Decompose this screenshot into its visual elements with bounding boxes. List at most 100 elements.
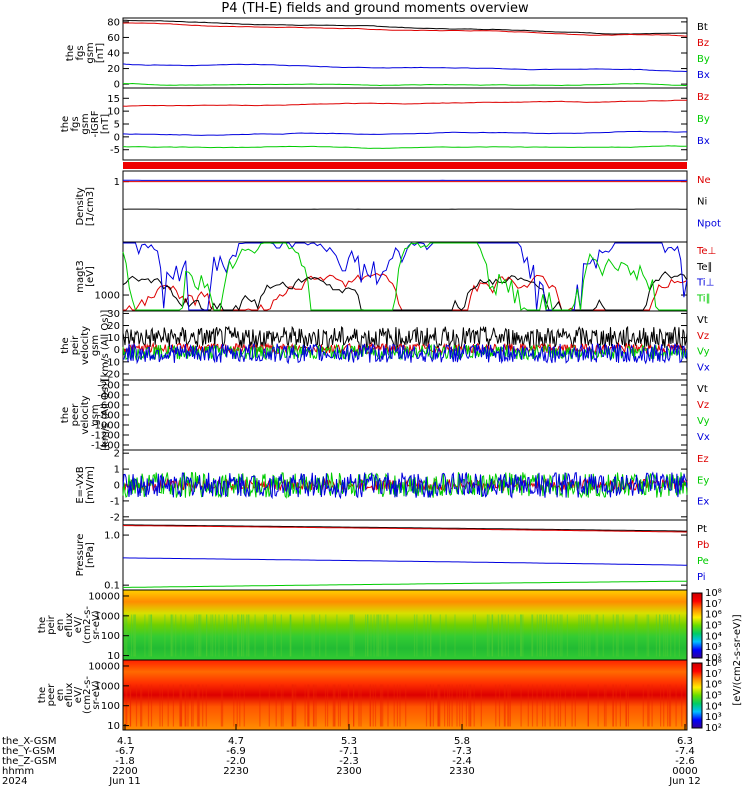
- spectrogram-texture: [347, 684, 349, 727]
- spectrogram-texture: [556, 614, 558, 657]
- spectrogram-texture: [589, 614, 591, 657]
- spectrogram-texture: [187, 684, 189, 727]
- spectrogram-texture: [504, 684, 506, 727]
- series-By: [123, 82, 687, 87]
- spectrogram-texture: [498, 684, 501, 727]
- spectrogram-texture: [438, 684, 440, 727]
- spectrogram-texture: [180, 614, 182, 657]
- spectrogram-texture: [474, 614, 476, 657]
- spectrogram-texture: [603, 684, 606, 727]
- colorbar-tick-label: 10⁷: [705, 669, 722, 680]
- y-axis-label: Density: [75, 187, 86, 225]
- spectrogram-texture: [241, 614, 243, 657]
- spectrogram-texture: [206, 614, 208, 657]
- legend-Bx: Bx: [697, 70, 710, 81]
- spectrogram-texture: [382, 684, 384, 727]
- spectrogram-peir_en_eflux: [123, 590, 687, 660]
- spectrogram-texture: [129, 684, 131, 727]
- legend-Vz: Vz: [697, 331, 709, 342]
- x-tick-label: -1.8: [115, 756, 135, 767]
- spectrogram-texture: [289, 614, 291, 657]
- series-Pe: [123, 580, 687, 588]
- spectrogram-texture: [495, 684, 497, 727]
- spectrogram-texture: [587, 684, 589, 727]
- spectrogram-texture: [669, 684, 672, 727]
- y-axis-label: E=-VxB: [75, 466, 86, 503]
- spectrogram-texture: [351, 614, 353, 657]
- spectrogram-texture: [241, 614, 243, 657]
- colorbar-tick-label: 10³: [705, 642, 722, 653]
- spectrogram-texture: [222, 684, 224, 727]
- spectrogram-texture: [438, 684, 440, 727]
- spectrogram-texture: [233, 684, 235, 727]
- spectrogram-texture: [430, 614, 432, 657]
- series-Bz: [122, 22, 688, 37]
- spectrogram-texture: [459, 684, 461, 727]
- x-tick-label: 4.7: [228, 736, 244, 747]
- spectrogram-texture: [544, 684, 546, 727]
- spectrogram-texture: [553, 614, 555, 657]
- spectrogram-texture: [134, 614, 136, 657]
- x-tick-label: 4.1: [117, 736, 133, 747]
- spectrogram-texture: [226, 614, 228, 657]
- spectrogram-texture: [198, 614, 200, 657]
- y-tick-label: 30: [107, 309, 120, 320]
- x-tick-label: -2.0: [226, 756, 246, 767]
- y-tick-label: -1400: [91, 441, 120, 452]
- spectrogram-texture: [311, 614, 313, 657]
- spectrogram-texture: [308, 684, 310, 727]
- spectrogram-texture: [200, 614, 202, 657]
- spectrogram-texture: [665, 614, 667, 657]
- y-tick-label: 15: [107, 94, 120, 105]
- spectrogram-texture: [274, 614, 276, 657]
- spectrogram-texture: [291, 684, 293, 727]
- spectrogram-texture: [497, 614, 499, 657]
- spectrogram-texture: [175, 614, 177, 657]
- spectrogram-texture: [351, 614, 353, 657]
- series-Pb: [122, 525, 687, 533]
- spectrogram-texture: [150, 614, 153, 657]
- legend-Pb: Pb: [697, 540, 709, 551]
- panel-frame: [122, 87, 688, 161]
- spectrogram-texture: [179, 684, 181, 727]
- spectrogram-texture: [472, 614, 474, 657]
- x-tick-label: Jun 11: [108, 776, 141, 787]
- spectrogram-texture: [376, 614, 378, 657]
- series-Pi: [123, 557, 687, 566]
- spectrogram-texture: [370, 614, 372, 657]
- x-tick-label: 2200: [112, 766, 137, 777]
- spectrogram-texture: [372, 684, 374, 727]
- spectrogram-texture: [536, 684, 538, 727]
- spectrogram-texture: [380, 684, 382, 727]
- spectrogram-texture: [597, 614, 599, 657]
- y-tick-label: -600: [97, 401, 120, 412]
- colorbar-label: [eV/(cm2-s-sr-eV)]: [732, 614, 743, 705]
- spectrogram-texture: [430, 684, 432, 727]
- spectrogram-texture: [304, 684, 306, 727]
- spectrogram-texture: [192, 684, 194, 727]
- spectrogram-texture: [501, 614, 503, 657]
- spectrogram-texture: [202, 684, 204, 727]
- spectrogram-texture: [634, 614, 637, 657]
- series-Ex: [122, 471, 688, 500]
- spectrogram-texture: [150, 684, 153, 727]
- spectrogram-texture: [509, 684, 511, 727]
- chart-title: P4 (TH-E) fields and ground moments over…: [221, 1, 529, 16]
- y-axis-label: magt3: [75, 260, 86, 293]
- spectrogram-texture: [268, 684, 270, 727]
- y-tick-label: 5: [114, 120, 120, 131]
- colorbar: [691, 592, 703, 659]
- spectrogram-texture: [486, 614, 488, 657]
- y-axis-label: eV/: [73, 616, 84, 633]
- spectrogram-texture: [387, 614, 389, 657]
- spectrogram-texture: [349, 614, 351, 657]
- x-tick-label: -2.3: [339, 756, 359, 767]
- spectrogram-texture: [520, 614, 523, 657]
- y-tick-label: -400: [97, 391, 120, 402]
- y-tick-label: -10: [104, 357, 120, 368]
- spectrogram-texture: [508, 684, 510, 727]
- y-tick-label: 10: [107, 721, 120, 732]
- spectrogram-texture: [540, 614, 542, 657]
- y-tick-label: 0: [114, 80, 120, 91]
- spectrogram-texture: [383, 614, 385, 657]
